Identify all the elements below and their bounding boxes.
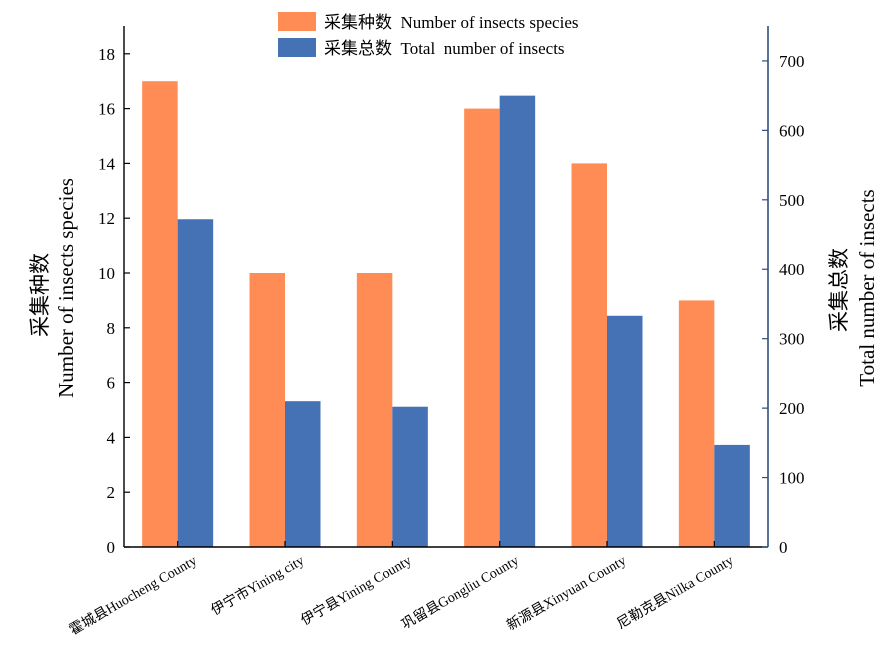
x-tick-label-1: 伊宁市Yining city xyxy=(208,552,307,619)
left-tick-label-7: 14 xyxy=(98,154,116,173)
bars xyxy=(142,81,750,547)
legend-swatch-species xyxy=(278,12,316,31)
bar-species-5 xyxy=(678,300,715,547)
legend-swatch-total xyxy=(278,38,316,57)
right-tick-label-5: 500 xyxy=(779,191,805,210)
x-tick-label-0: 霍城县Huocheng County xyxy=(67,553,200,639)
left-tick-label-8: 16 xyxy=(98,100,115,119)
right-axis-title-cn: 采集总数 xyxy=(827,248,851,332)
left-tick-label-2: 4 xyxy=(107,428,116,447)
right-tick-label-1: 100 xyxy=(779,469,805,488)
bar-total-1 xyxy=(285,401,321,547)
left-axis-title-cn: 采集种数 xyxy=(28,253,52,337)
left-tick-label-4: 8 xyxy=(107,319,116,338)
bar-species-4 xyxy=(571,163,607,547)
right-tick-label-4: 400 xyxy=(779,260,805,279)
left-tick-label-0: 0 xyxy=(107,538,116,557)
right-tick-label-6: 600 xyxy=(779,121,805,140)
right-tick-label-0: 0 xyxy=(779,538,788,557)
left-tick-label-6: 12 xyxy=(98,209,115,228)
right-tick-label-2: 200 xyxy=(779,399,805,418)
left-tick-label-3: 6 xyxy=(107,374,116,393)
right-axis-ticks: 0 100 200 300 400 500 600 700 xyxy=(762,52,805,557)
right-axis-title-en: Total number of insects xyxy=(855,189,879,386)
left-tick-label-1: 2 xyxy=(107,483,116,502)
bar-species-2 xyxy=(356,273,393,547)
bar-total-0 xyxy=(177,219,214,547)
x-tick-label-3: 巩留县Gongliu County xyxy=(399,553,522,633)
left-tick-label-5: 10 xyxy=(98,264,115,283)
bar-total-5 xyxy=(714,444,750,547)
x-tick-label-2: 伊宁县Yining County xyxy=(298,552,415,629)
bar-species-3 xyxy=(464,108,500,547)
left-axis-ticks: 0 2 4 6 8 10 12 14 16 18 xyxy=(98,45,130,557)
left-tick-label-9: 18 xyxy=(98,45,115,64)
bar-species-0 xyxy=(142,81,178,547)
right-tick-label-7: 700 xyxy=(779,52,805,71)
x-tick-label-5: 尼勒克县Nilka County xyxy=(614,553,736,633)
legend-label-total: 采集总数 Total number of insects xyxy=(324,39,565,58)
legend-label-species: 采集种数 Number of insects species xyxy=(324,13,578,32)
legend: 采集种数 Number of insects species 采集总数 Tota… xyxy=(278,12,578,58)
left-axis-title-en: Number of insects species xyxy=(54,178,78,398)
x-tick-label-4: 新源县Xinyuan County xyxy=(504,553,629,634)
bar-total-3 xyxy=(499,95,536,547)
x-axis-ticks: 霍城县Huocheng County 伊宁市Yining city伊宁县Yinin… xyxy=(67,541,736,639)
bar-species-1 xyxy=(249,273,285,547)
bar-total-2 xyxy=(392,406,428,547)
right-tick-label-3: 300 xyxy=(779,330,805,349)
bar-total-4 xyxy=(607,315,643,547)
